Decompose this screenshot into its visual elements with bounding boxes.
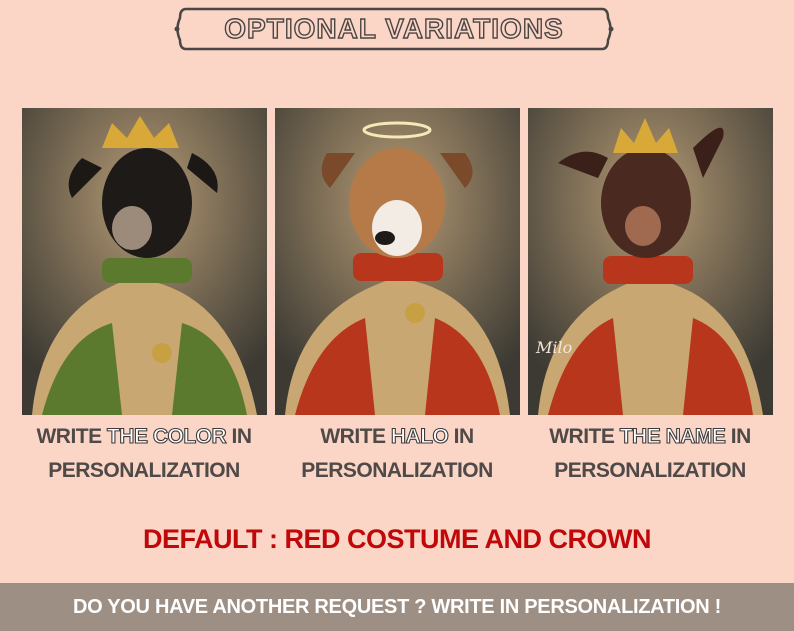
caption-highlight: THE COLOR [106,424,227,448]
caption-highlight: THE NAME [619,424,726,448]
page-title: OPTIONAL VARIATIONS [224,12,564,44]
caption-text: IN [226,425,252,448]
portrait-image [22,108,267,415]
caption-text: WRITE [320,425,391,448]
footer-bar: DO YOU HAVE ANOTHER REQUEST ? WRITE IN P… [0,583,794,631]
dog-portrait-name: Milo [528,108,773,415]
default-note: DEFAULT : RED COSTUME AND CROWN [143,524,651,554]
caption-line2: PERSONALIZATION [301,459,493,482]
caption-text: WRITE [36,425,107,448]
portrait-image: Milo [528,108,773,415]
caption-text: WRITE [549,425,620,448]
portrait-image [275,108,520,415]
caption-highlight: HALO [390,424,449,448]
variation-caption-halo: WRITE HALO IN PERSONALIZATION [267,420,527,488]
banner-frame-icon [174,7,614,51]
variation-caption-color: WRITE THE COLOR IN PERSONALIZATION [14,420,274,488]
signature-text: Milo [535,338,572,357]
dog-portrait-green [22,108,267,415]
caption-line2: PERSONALIZATION [48,459,240,482]
caption-text: IN [448,425,475,448]
dog-portrait-halo [275,108,520,415]
variation-caption-name: WRITE THE NAME IN PERSONALIZATION [520,420,780,488]
title-banner: OPTIONAL VARIATIONS [172,6,616,52]
caption-line2: PERSONALIZATION [554,459,746,482]
caption-text: IN [725,425,752,448]
